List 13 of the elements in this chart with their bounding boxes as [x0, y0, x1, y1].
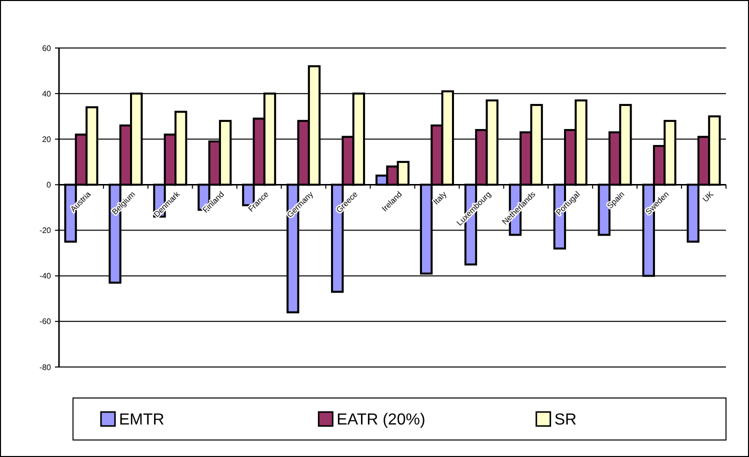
y-tick-label: -80: [39, 362, 52, 372]
legend-label: EMTR: [119, 412, 164, 429]
y-tick-label: -20: [39, 226, 52, 236]
y-tick-label: 0: [46, 180, 52, 190]
legend-label: EATR (20%): [336, 412, 426, 429]
y-tick-label: -60: [39, 317, 52, 326]
y-tick-label: 60: [42, 44, 52, 53]
y-tick-label: 20: [42, 134, 52, 144]
legend-label: SR: [554, 412, 577, 429]
y-tick-label: -40: [39, 272, 52, 281]
y-tick-label: 40: [42, 89, 52, 98]
x-tick-label: UK: [700, 189, 716, 204]
x-tick-label: Italy: [432, 190, 448, 206]
